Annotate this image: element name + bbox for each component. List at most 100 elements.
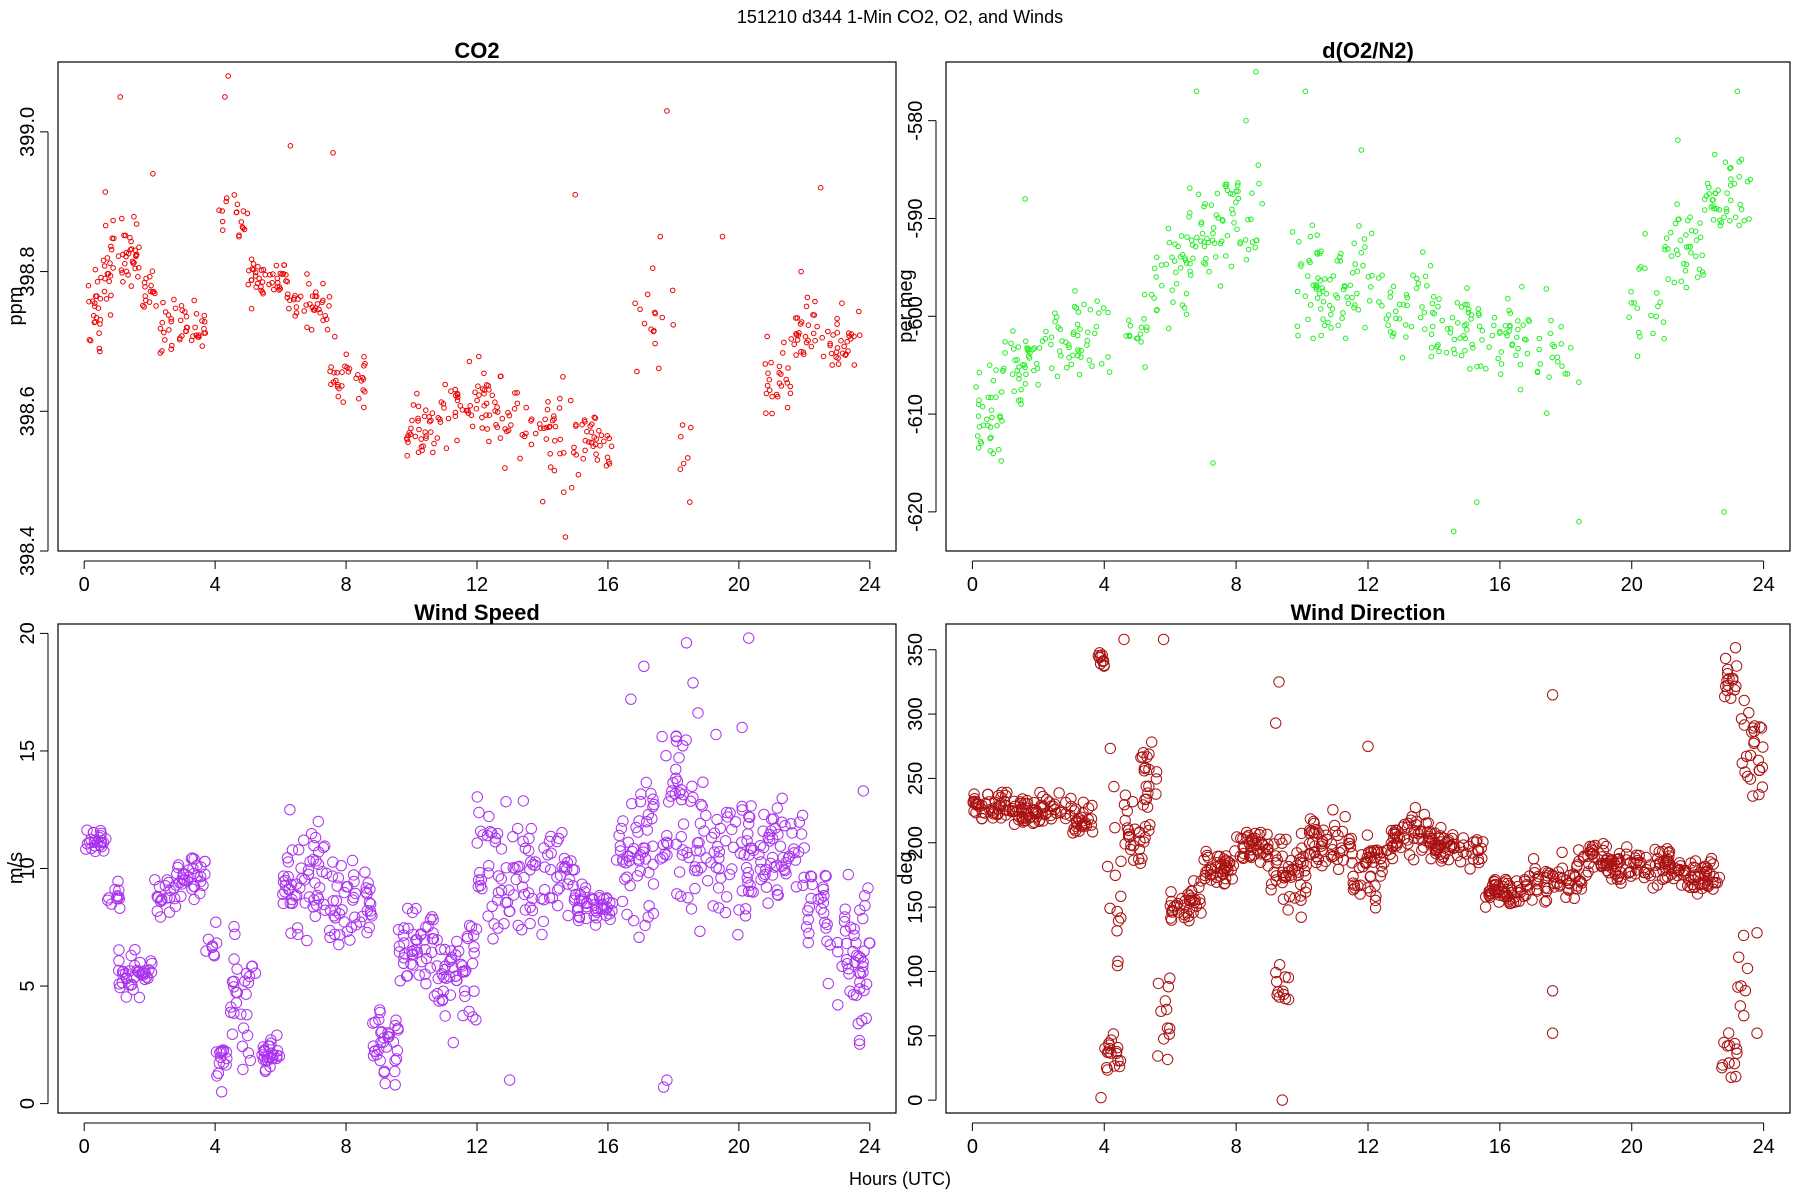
data-point: [769, 410, 775, 417]
data-point: [652, 340, 658, 347]
data-point: [1723, 1027, 1735, 1039]
y-tick-label: -580: [905, 101, 927, 141]
data-point: [1638, 871, 1651, 884]
data-point: [604, 454, 611, 461]
data-point: [1524, 350, 1531, 357]
data-point: [1735, 713, 1748, 725]
data-point: [1465, 306, 1472, 313]
data-point: [262, 271, 269, 278]
data-point: [617, 815, 629, 827]
data-point: [293, 844, 305, 856]
data-point: [1354, 268, 1361, 275]
data-point: [123, 979, 135, 991]
data-point: [1500, 875, 1513, 887]
data-point: [500, 796, 512, 808]
data-point: [854, 976, 866, 988]
data-point: [556, 827, 568, 839]
data-point: [1305, 273, 1311, 279]
data-point: [141, 304, 147, 310]
data-point: [1134, 857, 1147, 869]
data-point: [771, 884, 783, 896]
data-point: [736, 800, 748, 813]
x-tick-label: 20: [1621, 1136, 1643, 1158]
data-point: [1730, 1070, 1742, 1083]
data-point: [390, 1014, 402, 1026]
data-point: [151, 905, 164, 917]
data-point: [470, 1014, 482, 1026]
data-point: [1464, 863, 1476, 875]
data-point: [662, 838, 674, 850]
data-point: [671, 888, 683, 900]
data-point: [1166, 239, 1173, 246]
data-point: [92, 293, 99, 300]
data-point: [1187, 185, 1193, 191]
data-point: [1202, 201, 1208, 207]
data-point: [524, 917, 536, 930]
data-point: [482, 867, 494, 879]
data-point: [840, 954, 853, 966]
data-point: [497, 435, 504, 441]
data-point: [1115, 855, 1127, 867]
data-point: [1066, 344, 1072, 351]
data-point: [1018, 386, 1024, 393]
data-point: [839, 903, 851, 915]
data-point: [177, 317, 184, 324]
data-point: [1442, 836, 1454, 848]
x-tick-label: 16: [597, 574, 619, 596]
data-point: [241, 226, 248, 233]
data-point: [1190, 900, 1203, 912]
data-point: [201, 312, 208, 319]
data-point: [724, 807, 736, 819]
data-point: [977, 438, 984, 445]
data-point: [626, 798, 638, 810]
data-point: [543, 436, 550, 442]
data-point: [246, 267, 252, 274]
data-point: [1011, 388, 1018, 395]
data-point: [1697, 220, 1703, 226]
data-point: [1546, 689, 1559, 701]
data-point: [808, 343, 815, 350]
data-point: [659, 314, 666, 321]
data-point: [248, 256, 255, 263]
data-point: [271, 1045, 284, 1057]
data-point: [1172, 241, 1178, 247]
data-point: [988, 407, 995, 414]
data-point: [734, 847, 746, 859]
data-point: [1054, 373, 1061, 380]
data-point: [233, 209, 240, 215]
data-point: [489, 392, 496, 399]
data-point: [634, 796, 647, 808]
data-point: [1065, 342, 1072, 348]
data-point: [285, 927, 297, 939]
data-point: [732, 929, 744, 941]
data-point: [1430, 294, 1437, 300]
data-point: [1556, 846, 1568, 858]
data-point: [856, 332, 863, 339]
data-point: [597, 442, 603, 449]
data-point: [1369, 902, 1382, 914]
panel-title: d(O2/N2): [1322, 38, 1414, 63]
data-point: [1653, 313, 1660, 320]
data-point: [476, 392, 482, 398]
data-point: [1074, 332, 1081, 339]
data-point: [1212, 254, 1219, 260]
data-point: [277, 286, 284, 292]
data-point: [445, 415, 452, 422]
data-point: [1052, 310, 1058, 317]
data-point: [1740, 750, 1753, 762]
data-point: [1626, 314, 1632, 321]
data-point: [380, 1041, 393, 1053]
x-tick-label: 12: [466, 1136, 488, 1158]
data-point: [1336, 825, 1349, 838]
data-point: [1345, 832, 1358, 845]
data-point: [1285, 871, 1297, 883]
data-point: [654, 853, 666, 865]
data-point: [1096, 649, 1108, 661]
data-point: [107, 273, 114, 279]
data-point: [608, 443, 615, 450]
data-point: [241, 1029, 254, 1042]
data-point: [647, 840, 659, 852]
y-tick-label: 10: [17, 857, 39, 879]
data-point: [477, 829, 489, 841]
